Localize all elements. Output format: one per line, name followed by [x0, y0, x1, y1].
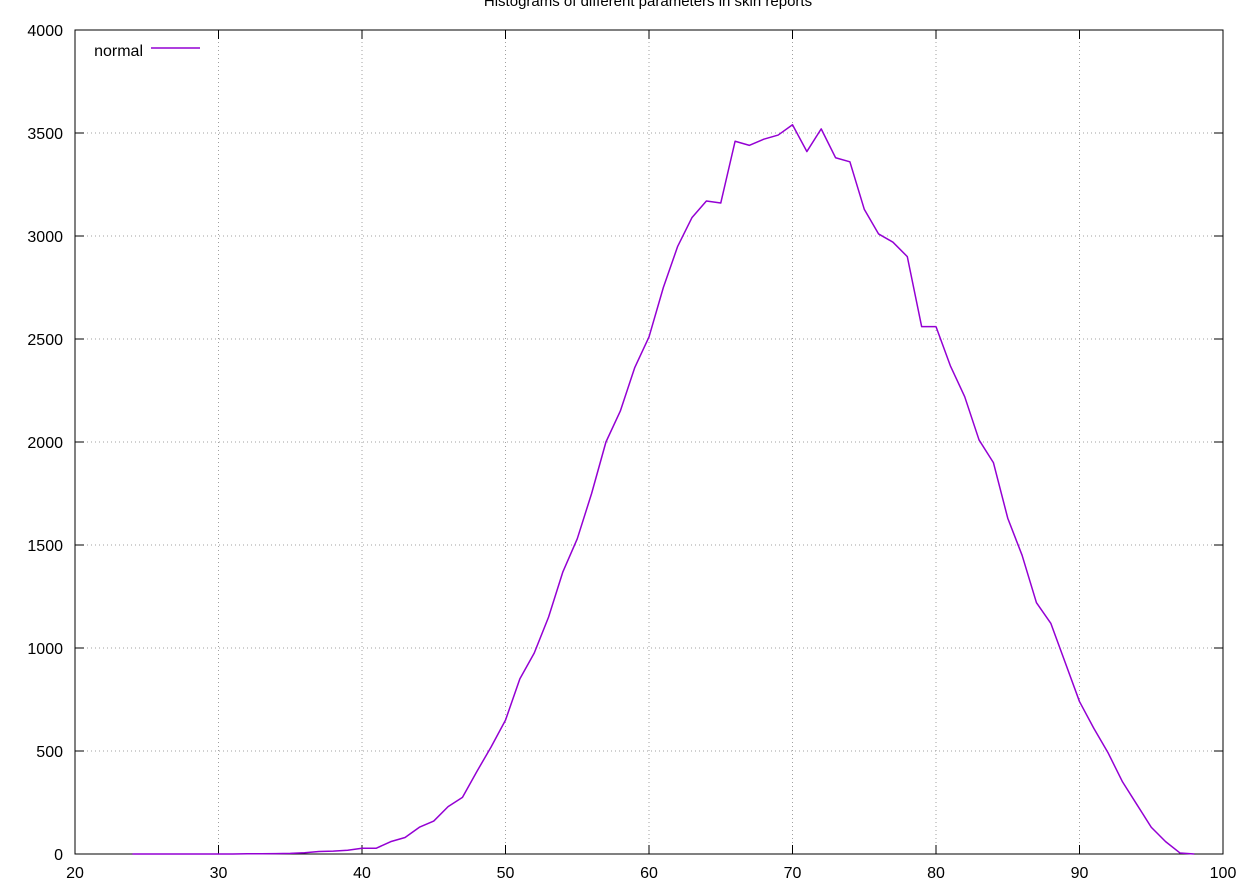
y-tick-label: 500 [36, 744, 63, 761]
x-tick-label: 40 [353, 865, 371, 882]
legend: normal [94, 43, 200, 60]
x-tick-label: 100 [1210, 865, 1237, 882]
y-tick-label: 2000 [27, 435, 63, 452]
series-layer [132, 124, 1195, 855]
x-tick-label: 70 [784, 865, 802, 882]
axis-ticks [74, 29, 1224, 855]
y-tick-label: 3500 [27, 126, 63, 143]
series-line-normal [132, 124, 1195, 855]
x-tick-label: 20 [66, 865, 84, 882]
chart-title: Histograms of different parameters in sk… [484, 0, 812, 10]
x-tick-label: 90 [1071, 865, 1089, 882]
y-tick-label: 3000 [27, 229, 63, 246]
grid-lines [75, 30, 1223, 854]
tick-labels: 20 30 40 50 60 70 80 90 100050010001500200025003… [27, 23, 1236, 882]
y-tick-label: 1500 [27, 538, 63, 555]
x-tick-label: 60 [640, 865, 658, 882]
y-tick-label: 1000 [27, 641, 63, 658]
x-tick-label: 30 [210, 865, 228, 882]
y-tick-label: 4000 [27, 23, 63, 40]
x-tick-label: 80 [927, 865, 945, 882]
y-tick-label: 0 [54, 847, 63, 864]
x-tick-label: 50 [497, 865, 515, 882]
y-tick-label: 2500 [27, 332, 63, 349]
legend-label-normal: normal [94, 43, 143, 60]
